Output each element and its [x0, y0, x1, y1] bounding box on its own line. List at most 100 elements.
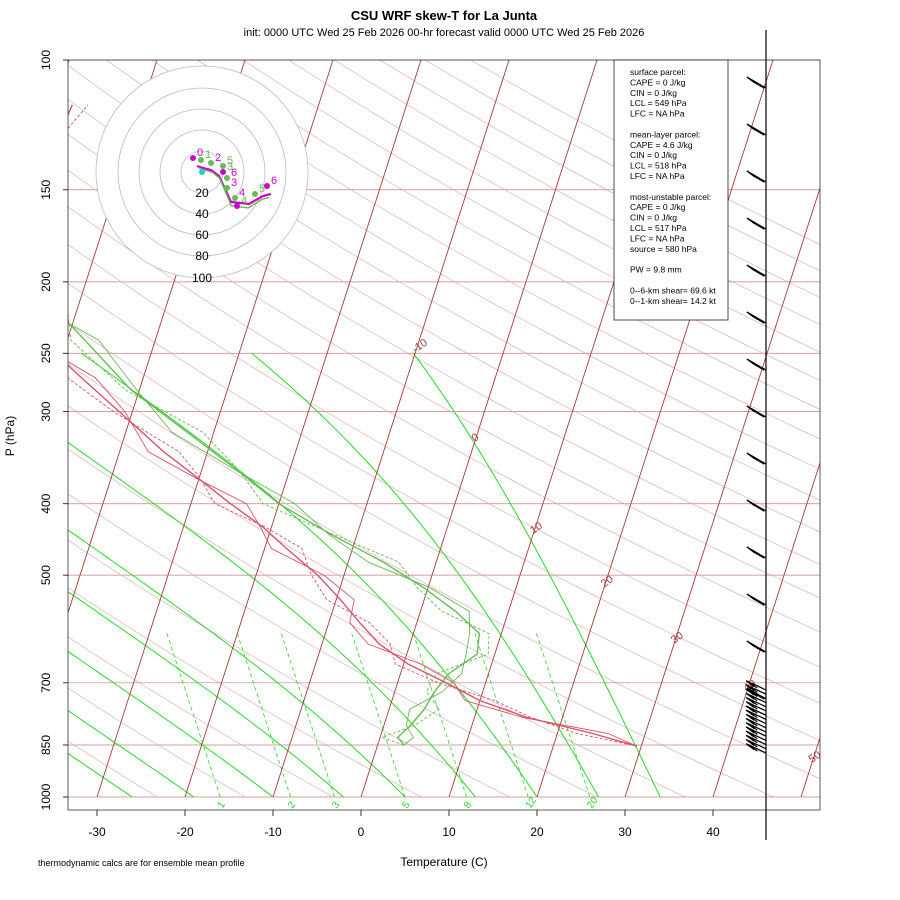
mixing-ratio-label: 3	[330, 799, 342, 810]
y-tick-label: 400	[39, 493, 53, 513]
hodograph-ring-label: 60	[195, 228, 209, 242]
moist-adiabat	[68, 591, 344, 798]
hodograph-point-label: 4	[239, 187, 245, 199]
wind-barb-shaft	[745, 722, 767, 733]
wind-barb-shaft	[745, 730, 767, 741]
x-tick-label: 30	[618, 825, 632, 839]
wind-barb-shaft	[745, 701, 767, 712]
wind-barb	[745, 709, 767, 720]
wind-barb	[745, 734, 767, 746]
dry-adiabat	[68, 587, 422, 798]
hodograph-point	[234, 203, 240, 209]
dry-adiabat	[68, 244, 820, 668]
stat-line: LCL = 549 hPa	[630, 98, 687, 108]
wind-barb-feather	[755, 457, 765, 465]
wind-barb-feather	[755, 175, 765, 183]
wind-barb	[746, 452, 767, 465]
mixing-ratio-label: 1	[216, 799, 228, 810]
wind-barb-feather	[745, 713, 755, 721]
hodograph-point-label: 5	[227, 155, 233, 167]
x-tick-label: 10	[442, 825, 456, 839]
wind-barb	[745, 684, 767, 695]
isotherm-line	[536, 60, 774, 798]
wind-barb	[746, 640, 767, 653]
wind-barb-feather	[748, 740, 758, 748]
chart-subtitle: init: 0000 UTC Wed 25 Feb 2026 00-hr for…	[244, 27, 645, 39]
x-tick-label: -20	[176, 825, 194, 839]
wind-barb	[746, 170, 767, 183]
wind-barb-shaft	[745, 705, 767, 716]
dry-adiabat	[106, 60, 820, 470]
mixing-ratio-line	[412, 633, 467, 798]
x-tick-label: 0	[358, 825, 365, 839]
y-tick-label: 250	[39, 343, 53, 363]
wind-barb	[745, 701, 767, 712]
moist-adiabat	[68, 650, 274, 798]
y-tick-label: 100	[39, 50, 53, 70]
wind-barb-feather	[748, 719, 758, 727]
wind-barb	[746, 217, 767, 230]
footnote: thermodynamic calcs are for ensemble mea…	[38, 858, 245, 868]
wind-barb-feather	[755, 504, 765, 512]
wind-barb-feather	[755, 269, 765, 277]
mixing-ratio-label: 2	[286, 799, 298, 810]
dry-adiabat	[68, 134, 820, 565]
x-tick-label: 40	[706, 825, 720, 839]
stat-line: most-unstable parcel:	[630, 192, 711, 202]
stat-line: source = 580 hPa	[630, 244, 697, 254]
hodograph-point	[190, 155, 196, 161]
isotherm-label: 20	[599, 573, 616, 590]
wind-barb-feather	[755, 316, 765, 324]
hodograph-ring	[95, 65, 309, 279]
dry-adiabat	[68, 322, 820, 741]
stat-line: LFC = NA hPa	[630, 109, 685, 119]
wind-barb-feather	[745, 739, 755, 746]
mixing-ratio-line	[474, 633, 529, 798]
isotherm-label: 10	[528, 520, 545, 537]
wind-barb-shaft	[745, 734, 767, 746]
dry-adiabat	[68, 687, 246, 798]
stats-frame	[613, 59, 729, 321]
mixing-ratio-line	[280, 633, 335, 798]
hodograph-trace-alt	[198, 167, 270, 209]
stat-line: CIN = 0 J/kg	[630, 88, 677, 98]
wind-barb-feather	[745, 709, 755, 717]
wind-barb-feather	[755, 598, 765, 606]
wind-barb-shaft	[745, 726, 767, 737]
y-tick-label: 700	[39, 673, 53, 693]
plot-frame	[67, 59, 821, 811]
wind-barb	[745, 722, 767, 733]
stat-line: LCL = 517 hPa	[630, 223, 687, 233]
moist-adiabat	[68, 441, 476, 798]
wind-barb-feather	[745, 726, 755, 734]
wind-barb-feather	[748, 727, 758, 735]
hodograph-point-label: 4	[241, 195, 247, 207]
wind-barb-feather	[748, 744, 758, 752]
hodograph-point-label: 3	[227, 161, 233, 173]
wind-barb	[745, 696, 767, 708]
stat-line: CAPE = 0 J/kg	[630, 77, 686, 87]
moist-adiabat	[412, 353, 661, 798]
hodograph-point-label: 6	[271, 175, 277, 187]
y-tick-label: 850	[39, 735, 53, 755]
wind-barb-feather	[748, 694, 758, 702]
x-tick-label: 20	[530, 825, 544, 839]
dry-adiabat	[197, 60, 820, 410]
moist-adiabat	[81, 352, 538, 798]
stat-line: LFC = NA hPa	[630, 171, 685, 181]
isotherm-line	[712, 461, 820, 798]
y-tick-label: 150	[39, 179, 53, 199]
hodograph-point-label: 2	[215, 152, 221, 164]
wind-barb	[745, 713, 767, 725]
temperature-line	[68, 361, 638, 747]
background-lines	[68, 60, 820, 798]
wind-barb	[746, 264, 767, 277]
moist-adiabat	[251, 352, 600, 798]
wind-barb-feather	[748, 690, 758, 698]
wind-barb-feather	[755, 645, 765, 653]
isotherm-line	[272, 60, 510, 798]
wind-barb	[746, 405, 767, 418]
